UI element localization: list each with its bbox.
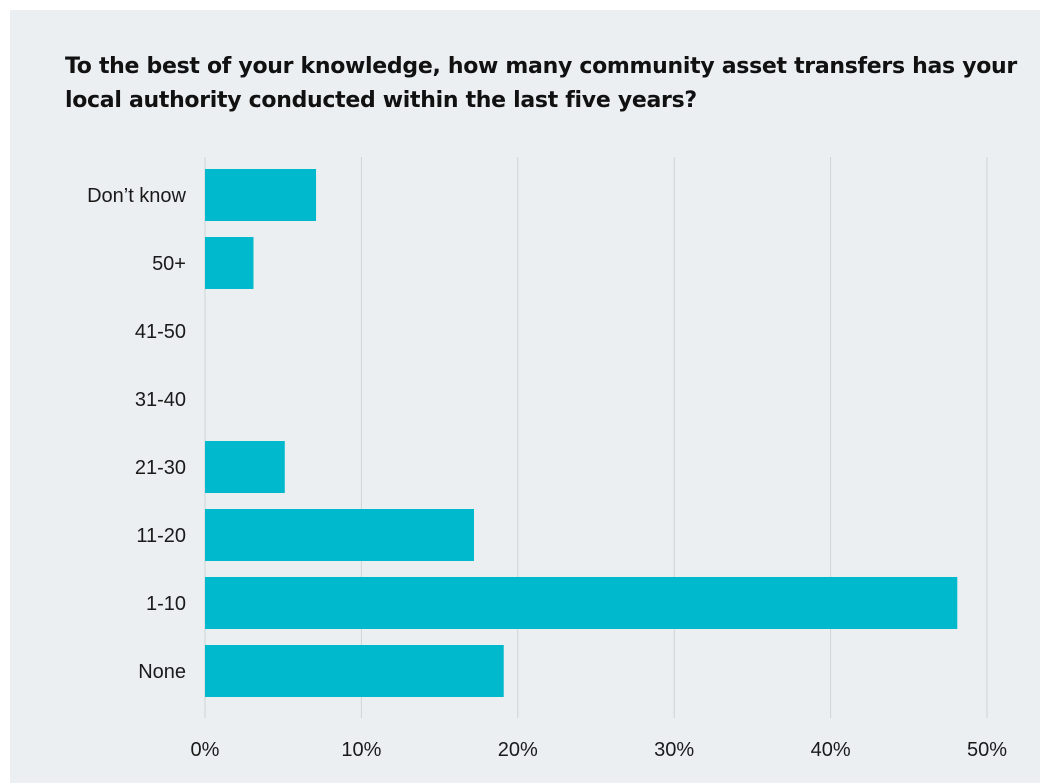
category-label: 41-50 [135,321,186,343]
category-label: None [138,661,186,683]
bar [205,577,958,629]
chart-title: To the best of your knowledge, how many … [65,54,1017,113]
bar [205,237,254,289]
chart-panel: To the best of your knowledge, how many … [10,10,1040,783]
x-tick-label: 0% [191,739,220,761]
x-tick-labels: 0% 10% 20% 30% 40% 50% [191,739,1008,761]
bar [205,645,504,697]
category-label: 31-40 [135,389,186,411]
bar [205,441,285,493]
x-tick-label: 10% [341,739,381,761]
category-labels: Don’t know 50+ 41-50 31-40 21-30 11-20 1-10 Non… [87,185,186,683]
bar [205,169,317,221]
bar [205,509,475,561]
x-tick-label: 30% [654,739,694,761]
category-label: Don’t know [87,185,186,207]
gridlines [204,157,988,718]
category-label: 11-20 [136,525,186,547]
category-label: 21-30 [135,457,186,479]
category-label: 1-10 [146,593,186,615]
x-tick-label: 50% [967,739,1007,761]
x-tick-label: 20% [498,739,538,761]
x-tick-label: 40% [811,739,851,761]
bars [205,169,958,697]
category-label: 50+ [152,253,186,275]
